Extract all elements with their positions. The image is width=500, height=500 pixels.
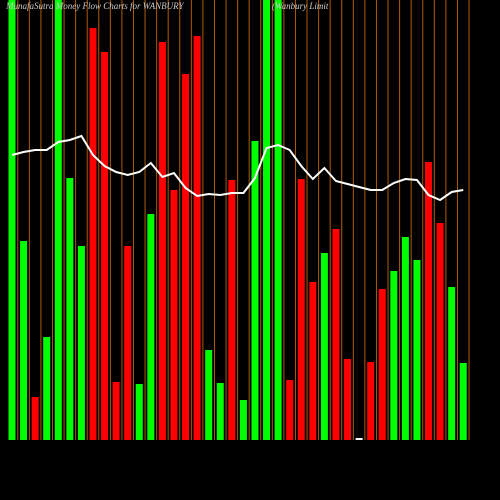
bar — [425, 162, 433, 440]
chart-subtitle: (Wanbury Limit — [272, 1, 329, 11]
bar — [216, 383, 224, 440]
bar — [89, 28, 97, 440]
bar — [263, 0, 271, 440]
bar — [251, 141, 259, 440]
bar — [413, 260, 421, 440]
bar — [448, 287, 456, 440]
bar — [170, 190, 178, 440]
bar — [135, 384, 143, 440]
bar — [77, 246, 85, 440]
bar — [54, 0, 62, 440]
bar — [355, 438, 363, 440]
bar — [459, 363, 467, 440]
bar — [43, 337, 51, 440]
bar — [332, 229, 340, 440]
money-flow-line — [11, 134, 464, 202]
bar — [124, 246, 132, 440]
chart-title: MunafaSutra Money Flow Charts for WANBUR… — [5, 1, 184, 11]
bar — [344, 359, 352, 440]
bar — [367, 362, 375, 440]
bar — [8, 0, 16, 440]
bar — [239, 400, 247, 440]
bar — [286, 380, 294, 440]
bar — [297, 179, 305, 440]
bar — [31, 397, 39, 440]
bar — [193, 36, 201, 440]
bar — [66, 178, 74, 440]
bar — [205, 350, 213, 440]
bar — [378, 289, 386, 440]
bar — [436, 223, 444, 440]
bar — [112, 382, 120, 440]
bar — [274, 0, 282, 440]
bar — [228, 180, 236, 440]
bar — [309, 282, 317, 440]
bar — [182, 74, 190, 440]
bar — [20, 241, 28, 440]
bar — [401, 237, 409, 440]
bar — [158, 42, 166, 440]
bar — [320, 253, 328, 440]
bar — [101, 52, 109, 440]
bar — [147, 214, 155, 440]
bar — [390, 271, 398, 440]
